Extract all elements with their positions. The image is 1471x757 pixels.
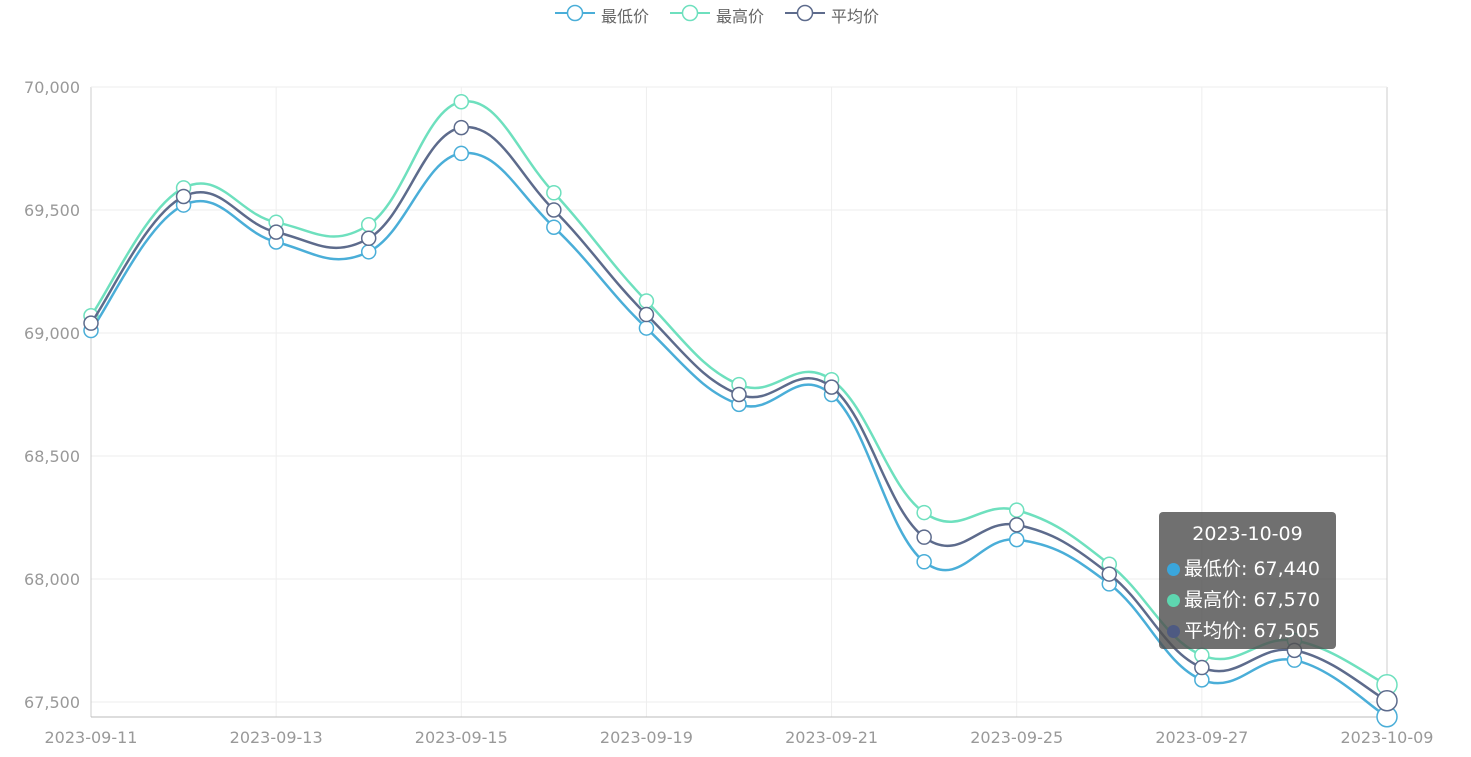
data-point: [268, 224, 284, 240]
x-tick-label: 2023-09-25: [970, 728, 1063, 747]
data-point: [546, 185, 562, 201]
tooltip-title: 2023-10-09: [1192, 523, 1303, 545]
line-circle-icon: [785, 4, 825, 22]
data-point: [638, 293, 655, 309]
legend-item-high[interactable]: 最高价: [668, 2, 778, 26]
data-point: [360, 217, 377, 233]
data-point: [546, 202, 562, 218]
data-point: [360, 230, 377, 247]
tooltip-row-high: 最高价: 67,570: [1167, 585, 1320, 612]
legend-item-avg[interactable]: 平均价: [783, 2, 893, 26]
data-point: [453, 94, 470, 110]
data-point: [453, 119, 470, 136]
line-circle-icon: [670, 4, 710, 22]
data-point: [453, 145, 470, 162]
legend-item-low[interactable]: 最低价: [553, 2, 663, 26]
y-tick-label: 67,500: [24, 693, 80, 712]
tooltip-row-text: 最低价: 67,440: [1184, 558, 1320, 580]
data-point: [1194, 659, 1210, 676]
tooltip-row-text: 最高价: 67,570: [1184, 589, 1320, 611]
series-dot-icon: [1167, 563, 1180, 576]
series-avg: [83, 119, 1398, 712]
tooltip-row-low: 最低价: 67,440: [1167, 554, 1320, 581]
tooltip-row-text: 平均价: 67,505: [1184, 620, 1320, 642]
series-line: [89, 100, 1388, 686]
x-tick-label: 2023-09-13: [230, 728, 323, 747]
legend: 最低价 最高价 平均价: [0, 0, 1471, 26]
series-dot-icon: [1167, 594, 1180, 607]
y-tick-label: 68,500: [24, 447, 80, 466]
data-point: [360, 244, 377, 260]
axes: 67,500 68,000 68,500 69,000 69,500 70,000 2023…: [24, 78, 1433, 747]
data-point: [1376, 690, 1398, 712]
x-tick-label: 2023-09-15: [415, 728, 508, 747]
y-tick-label: 69,500: [24, 201, 80, 220]
data-point: [1008, 517, 1025, 533]
data-point: [546, 219, 562, 235]
data-point: [638, 306, 655, 323]
data-point: [916, 504, 932, 521]
tooltip: 2023-10-09 最低价: 67,440 最高价: 67,570 平均价: …: [1159, 512, 1336, 649]
x-tick-label: 2023-09-21: [785, 728, 878, 747]
series-dot-icon: [1167, 625, 1180, 638]
data-point: [731, 386, 747, 403]
data-point: [1101, 566, 1118, 582]
x-tick-label: 2023-09-19: [600, 728, 693, 747]
data-point: [83, 315, 99, 331]
y-tick-label: 68,000: [24, 570, 80, 589]
x-tick-label: 2023-09-11: [45, 728, 138, 747]
data-point: [823, 379, 840, 395]
x-tick-label: 2023-09-27: [1155, 728, 1248, 747]
y-tick-label: 70,000: [24, 78, 80, 97]
legend-label: 最高价: [716, 7, 765, 26]
data-point: [916, 529, 932, 545]
y-tick-label: 69,000: [24, 324, 80, 343]
tooltip-row-avg: 平均价: 67,505: [1167, 616, 1320, 643]
data-point: [1008, 531, 1025, 548]
data-point: [1008, 502, 1025, 518]
data-point: [916, 554, 932, 570]
x-tick-label: 2023-10-09: [1341, 728, 1434, 747]
legend-label: 平均价: [831, 7, 880, 26]
data-point: [638, 320, 655, 336]
data-point: [175, 188, 192, 205]
legend-label: 最低价: [601, 7, 650, 26]
line-circle-icon: [555, 4, 595, 22]
